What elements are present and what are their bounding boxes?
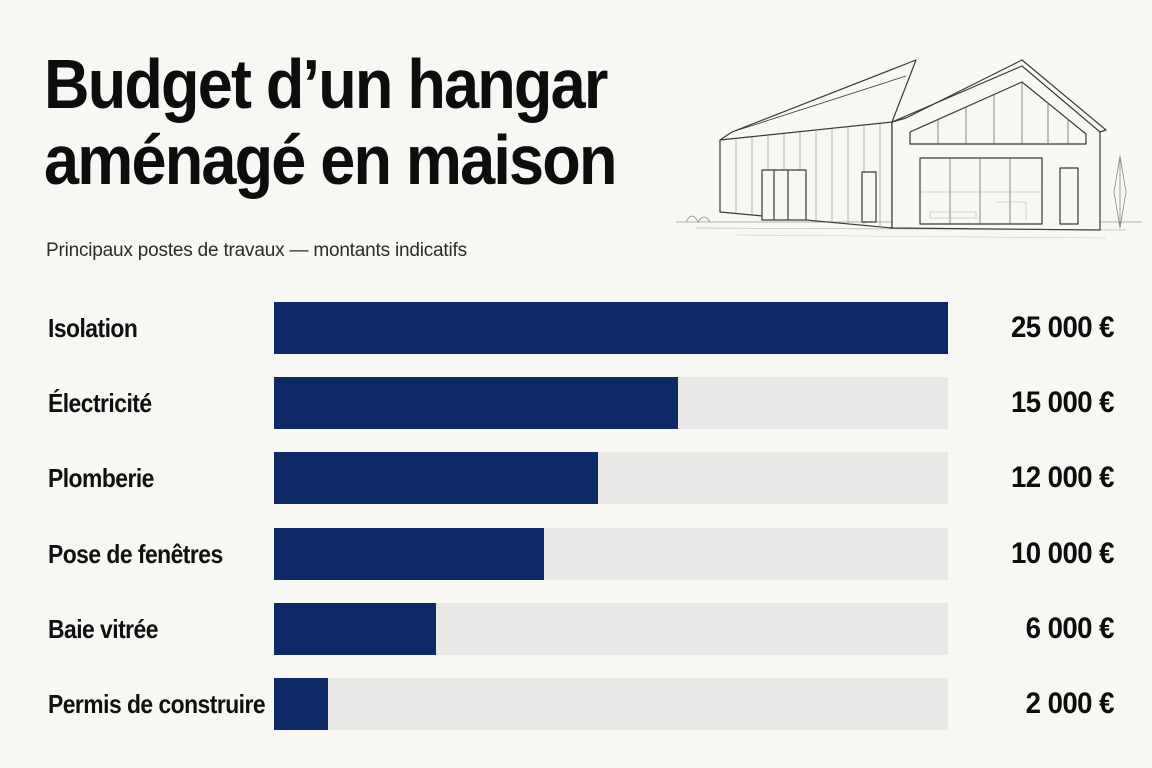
- bar: [274, 452, 598, 504]
- chart-title: Budget d’un hangar aménagé en maison: [44, 45, 617, 199]
- bar-label: Pose de fenêtres: [48, 539, 223, 569]
- bar-track: [274, 452, 948, 504]
- bar: [274, 302, 948, 354]
- bar-value-label: 25 000 €: [1010, 311, 1115, 344]
- bar-label: Plomberie: [48, 463, 154, 493]
- bar-label: Permis de construire: [48, 689, 266, 719]
- bar-label: Électricité: [48, 388, 152, 418]
- bar-track: [274, 603, 948, 655]
- bar-track: [274, 678, 948, 730]
- title-line-2: aménagé en maison: [44, 121, 617, 199]
- chart-subtitle: Principaux postes de travaux — montants …: [46, 240, 467, 261]
- bar-value-label: 6 000 €: [1025, 612, 1115, 645]
- bar-value-label: 10 000 €: [1010, 537, 1115, 570]
- bar-value-label: 15 000 €: [1010, 386, 1115, 419]
- bar-track: [274, 377, 948, 429]
- bar: [274, 528, 544, 580]
- bar-track: [274, 302, 948, 354]
- bar-value-label: 12 000 €: [1010, 461, 1115, 494]
- bar-label: Baie vitrée: [48, 614, 158, 644]
- bar: [274, 377, 679, 429]
- bar-track: [274, 528, 948, 580]
- bar-value-label: 2 000 €: [1025, 687, 1115, 720]
- bar-label: Isolation: [48, 313, 138, 343]
- bar: [274, 603, 436, 655]
- bar: [274, 678, 328, 730]
- title-line-1: Budget d’un hangar: [44, 45, 608, 123]
- hangar-house-sketch-icon: [676, 59, 1142, 239]
